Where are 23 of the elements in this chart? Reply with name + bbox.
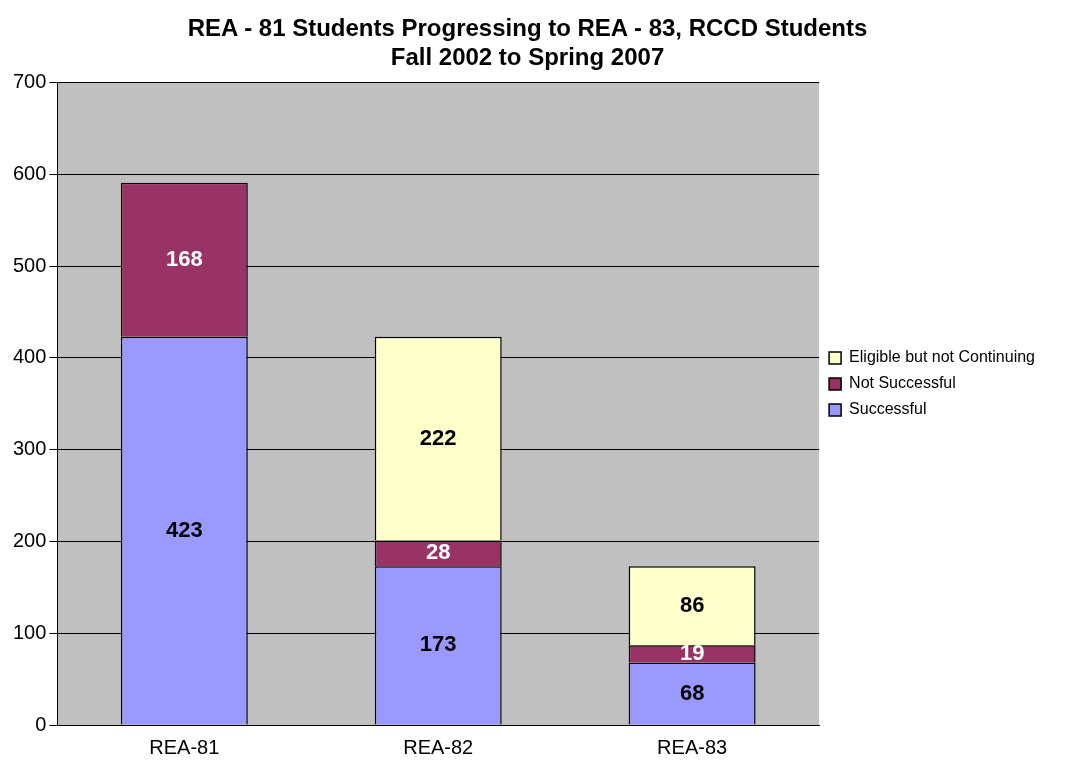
data-label: 222 [419,424,457,450]
y-tick-label: 0 [35,712,47,735]
chart-title: REA - 81 Students Progressing to REA - 83, RCCD Students Fall 2002 to Spring 2007 [187,14,868,70]
y-tick-label: 700 [12,70,47,93]
data-label: 168 [165,245,203,271]
y-tick-label: 400 [12,345,47,368]
y-tick-label: 500 [12,253,47,276]
x-tick-label: REA-82 [403,735,474,758]
data-label: 19 [679,639,705,665]
y-tick-label: 600 [12,161,47,184]
data-label: 423 [165,516,203,542]
legend-label: Successful [849,400,927,418]
data-label: 28 [425,539,451,565]
data-label: 173 [419,631,457,657]
legend-label: Eligible but not Continuing [849,348,1035,366]
x-tick-label: REA-83 [657,735,728,758]
x-tick-label: REA-81 [149,735,220,758]
y-tick-label: 100 [12,620,47,643]
y-tick-label: 200 [12,528,47,551]
legend-label: Not Successful [849,374,956,392]
y-tick-label: 300 [12,437,47,460]
data-label: 68 [679,679,705,705]
data-label: 86 [679,591,705,617]
